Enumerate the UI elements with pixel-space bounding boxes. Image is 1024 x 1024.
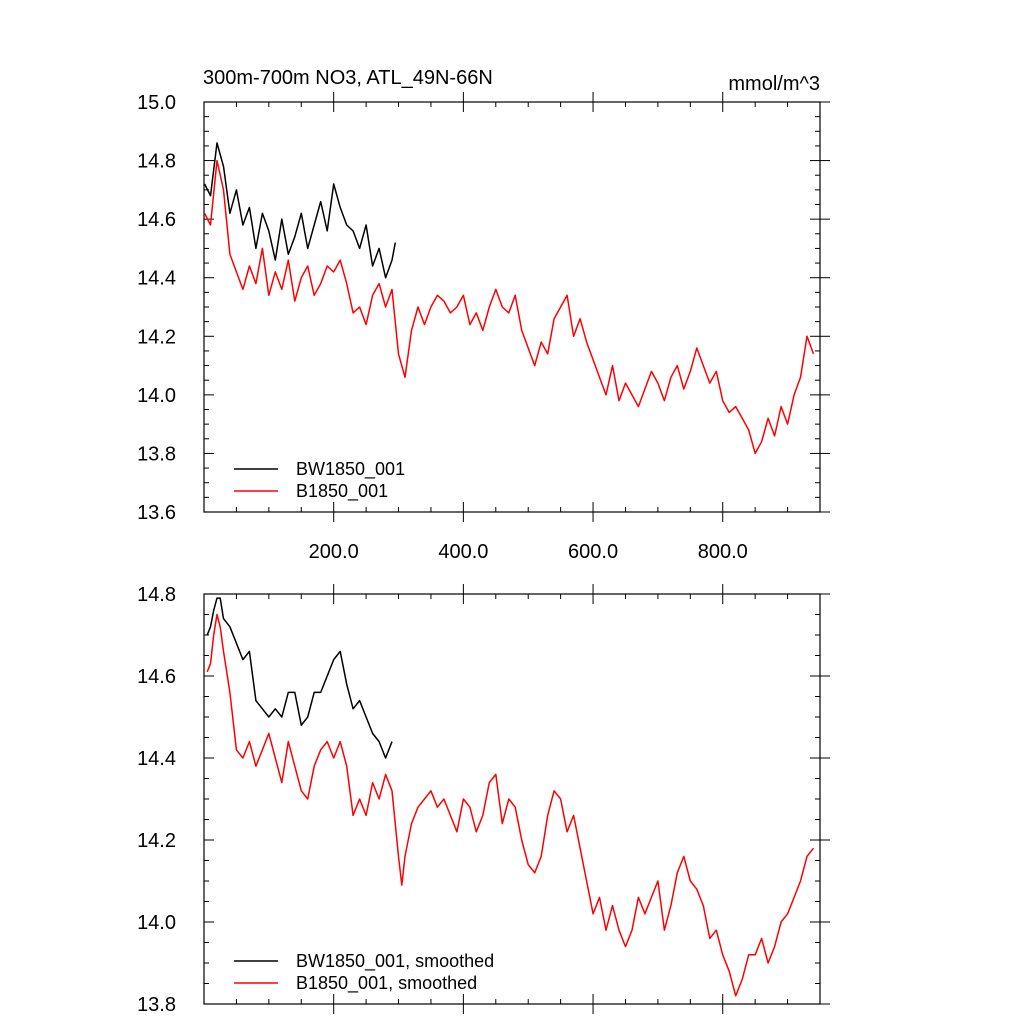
legend-label-b1850: B1850_001 (296, 481, 388, 502)
legend-label-b1850-smoothed: B1850_001, smoothed (296, 973, 477, 994)
y-tick-label: 14.4 (137, 748, 176, 770)
bottom-series (206, 597, 815, 997)
bottom-series-line-bw1850-001-smoothed (206, 597, 393, 759)
y-tick-label: 14.0 (137, 385, 176, 407)
plot-frame-bottom (203, 593, 821, 1005)
top-series (203, 142, 815, 455)
top-series-line-bw1850-001 (203, 142, 397, 279)
bottom-series-line-b1850-001-smoothed (206, 613, 815, 997)
y-tick-label: 14.8 (137, 151, 176, 173)
y-tick-label: 14.6 (137, 209, 176, 231)
y-tick-label: 14.2 (137, 326, 176, 348)
x-tick-label: 600.0 (568, 541, 618, 563)
top-ticks: 200.0 400.0 600.0 800.0 13.6 13.8 14.0 14.2 14.4… (137, 92, 830, 563)
legend-bottom: BW1850_001, smoothed B1850_001, smoothed (234, 951, 494, 994)
top-series-line-b1850-001 (203, 159, 815, 455)
x-tick-label: 200.0 (309, 541, 359, 563)
y-tick-label: 14.6 (137, 666, 176, 688)
chart-title: 300m-700m NO3, ATL_49N-66N (203, 67, 493, 89)
panel-top: 300m-700m NO3, ATL_49N-66N mmol/m^3 200.… (137, 67, 830, 563)
y-tick-label: 14.8 (137, 584, 176, 606)
units-label: mmol/m^3 (728, 73, 820, 95)
x-tick-label: 800.0 (698, 541, 748, 563)
y-tick-label: 14.2 (137, 830, 176, 852)
y-tick-label: 14.4 (137, 268, 176, 290)
legend-label-bw1850: BW1850_001 (296, 459, 405, 480)
y-tick-label: 15.0 (137, 92, 176, 114)
y-tick-label: 14.0 (137, 912, 176, 934)
bottom-ticks: 13.8 14.0 14.2 14.4 14.6 14.8 (137, 584, 830, 1016)
plot-frame-top (203, 101, 821, 513)
legend-label-bw1850-smoothed: BW1850_001, smoothed (296, 951, 494, 972)
legend-top: BW1850_001 B1850_001 (234, 459, 405, 502)
y-tick-label: 13.8 (137, 994, 176, 1016)
panel-bottom: 13.8 14.0 14.2 14.4 14.6 14.8 BW1850_001, smo… (137, 584, 830, 1016)
y-tick-label: 13.8 (137, 443, 176, 465)
y-tick-label: 13.6 (137, 502, 176, 524)
x-tick-label: 400.0 (438, 541, 488, 563)
